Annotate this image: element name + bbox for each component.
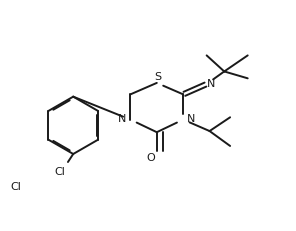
Text: O: O: [146, 153, 155, 163]
Text: Cl: Cl: [54, 167, 65, 176]
Text: S: S: [154, 72, 161, 82]
Text: N: N: [207, 79, 215, 88]
Text: Cl: Cl: [11, 181, 22, 191]
Text: N: N: [118, 114, 126, 124]
Text: N: N: [187, 114, 196, 124]
